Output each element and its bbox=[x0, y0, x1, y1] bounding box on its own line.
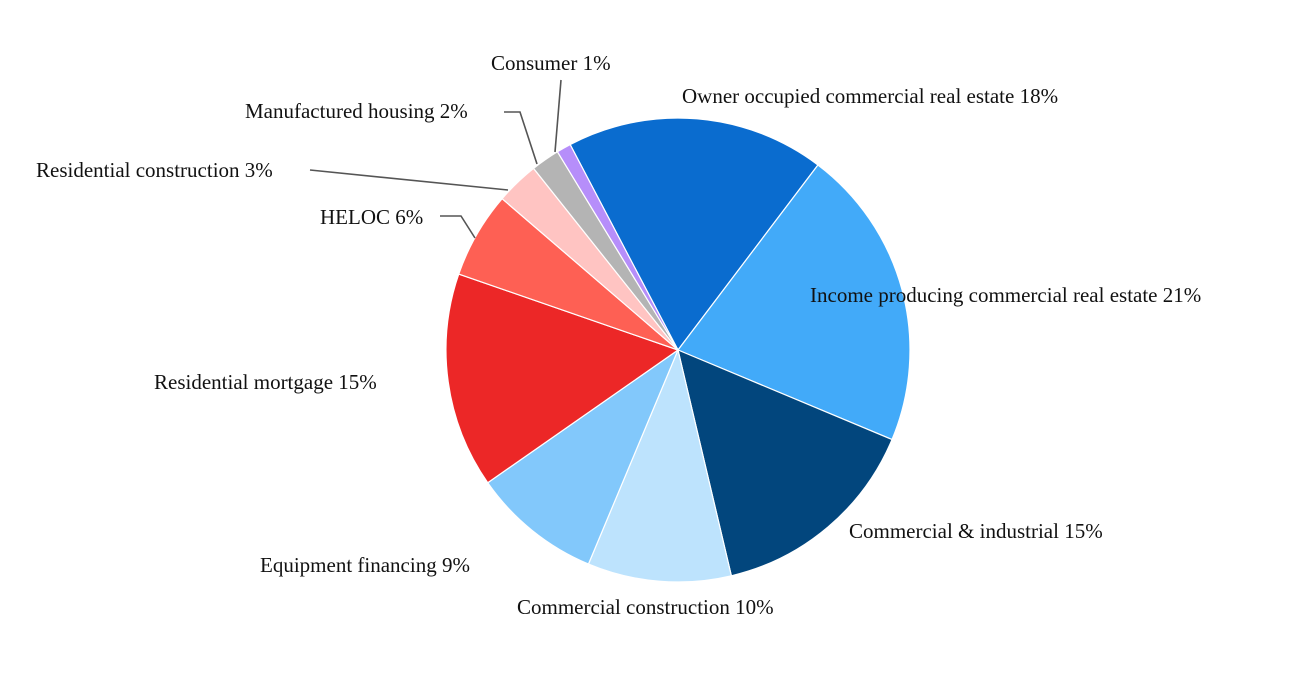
pie-slices bbox=[445, 117, 911, 583]
pie-slice-residential-mortgage bbox=[445, 273, 680, 484]
slice-label-commercial-industrial: Commercial & industrial 15% bbox=[849, 519, 1103, 543]
slice-label-consumer: Consumer 1% bbox=[491, 51, 611, 75]
slice-label-equipment-financing: Equipment financing 9% bbox=[260, 553, 470, 577]
pie-slice-commercial-industrial bbox=[677, 348, 893, 577]
leader-line-residential-construction bbox=[309, 169, 509, 191]
slice-label-owner-occupied-commercial-real-estate: Owner occupied commercial real estate 18… bbox=[682, 84, 1058, 108]
pie-slice-equipment-financing bbox=[486, 348, 680, 565]
leader-line-consumer bbox=[554, 79, 562, 153]
slice-label-manufactured-housing: Manufactured housing 2% bbox=[245, 99, 468, 123]
slice-label-residential-mortgage: Residential mortgage 15% bbox=[154, 370, 377, 394]
pie-slice-commercial-construction bbox=[587, 348, 733, 583]
slice-label-heloc: HELOC 6% bbox=[320, 205, 423, 229]
pie-slice-income-producing-commercial-real-estate bbox=[677, 164, 911, 441]
slice-label-commercial-construction: Commercial construction 10% bbox=[517, 595, 774, 619]
leader-line-manufactured-housing bbox=[504, 111, 538, 165]
pie-slice-consumer bbox=[556, 143, 679, 351]
leader-lines bbox=[309, 79, 562, 239]
slice-label-residential-construction: Residential construction 3% bbox=[36, 158, 273, 182]
leader-line-heloc bbox=[440, 215, 476, 239]
pie-slice-owner-occupied-commercial-real-estate bbox=[569, 117, 819, 352]
slice-label-income-producing-commercial-real-estate: Income producing commercial real estate … bbox=[810, 283, 1201, 307]
slice-labels: Owner occupied commercial real estate 18… bbox=[36, 51, 1201, 619]
